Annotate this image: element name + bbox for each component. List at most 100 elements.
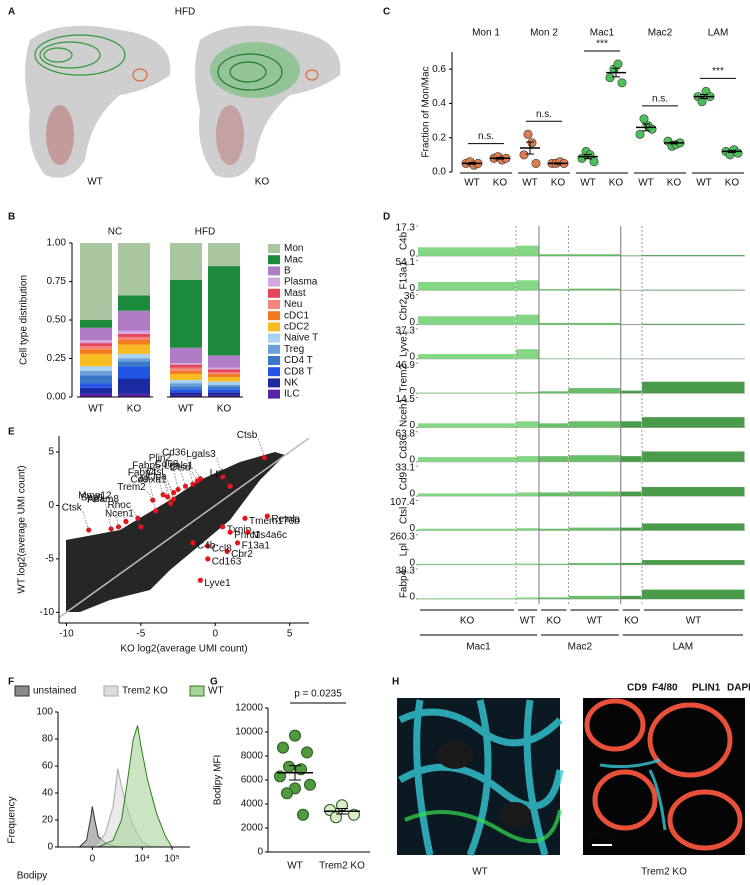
track-bar — [538, 528, 568, 531]
x-tick-label: 10⁴ — [135, 854, 150, 865]
y-tick-label: 5 — [48, 447, 54, 458]
point — [531, 158, 541, 168]
cluster-label: Mac2 — [568, 642, 593, 653]
track-bar — [568, 421, 621, 428]
legend-label: Neu — [284, 299, 302, 310]
cluster-label: LAM — [673, 642, 694, 653]
point — [639, 114, 649, 124]
bar-segment — [208, 395, 240, 397]
track-bar — [538, 322, 568, 325]
y-tick-label: 0.2 — [432, 132, 446, 143]
y-axis-title: Bodipy MFI — [213, 755, 224, 806]
panel-letter: G — [210, 677, 218, 688]
track-tick-label: 0 — [409, 420, 415, 431]
gene-label: F13a1 — [399, 261, 410, 290]
significance: n.s. — [652, 93, 668, 104]
gene-label: Fabp4 — [128, 467, 157, 478]
track-bar — [516, 314, 539, 325]
error-bar — [670, 141, 678, 145]
y-tick-label: 12000 — [235, 703, 263, 714]
bar-segment — [170, 383, 202, 387]
contour — [229, 61, 267, 83]
panel-letter: F — [8, 677, 14, 688]
bar-segment — [208, 367, 240, 370]
cell-cluster — [46, 105, 74, 165]
track-bar — [418, 247, 516, 256]
track-tick-label: 38.3 — [396, 566, 416, 577]
track-bar — [620, 595, 642, 599]
track-bar — [538, 254, 568, 256]
x-tick-label: WT — [696, 178, 712, 189]
segment-label: WT — [686, 616, 702, 627]
track-tick-label: 0 — [409, 386, 415, 397]
adipocyte — [499, 802, 531, 828]
x-axis-title: Bodipy — [17, 871, 48, 882]
leader-line — [134, 516, 142, 527]
track-bar — [620, 527, 642, 531]
bar-segment — [170, 363, 202, 365]
gene-point — [242, 515, 248, 521]
x-tick-label: WT — [88, 404, 104, 415]
bar-segment — [80, 243, 112, 320]
cell-cloud — [25, 25, 171, 178]
bar-segment — [80, 320, 112, 328]
gene-label: Cd163 — [212, 557, 242, 568]
track-bar — [538, 492, 568, 497]
bar-segment — [80, 366, 112, 371]
legend-swatch — [268, 356, 280, 365]
bar-segment — [170, 243, 202, 280]
group-title: Mac2 — [648, 28, 673, 39]
legend-label: CD8 T — [284, 366, 313, 377]
x-tick-label: KO — [493, 178, 508, 189]
track-bar — [418, 316, 516, 325]
bar-segment — [118, 361, 150, 367]
track-bar — [516, 245, 539, 256]
bar-segment — [118, 333, 150, 337]
point — [519, 150, 529, 160]
y-tick-label: 0.0 — [432, 167, 446, 178]
gene-label: Fabp5 — [132, 461, 161, 472]
track-bar — [568, 288, 621, 291]
bar-segment — [208, 392, 240, 396]
legend-swatch — [268, 255, 280, 265]
y-tick-label: 0.4 — [432, 98, 446, 109]
gene-point — [234, 540, 241, 546]
group-label: HFD — [195, 227, 216, 238]
y-tick-label: -5 — [45, 554, 54, 565]
x-tick-label: KO — [217, 404, 232, 415]
legend-label: cDC1 — [284, 310, 309, 321]
track-tick-label: 0 — [409, 283, 415, 294]
y-axis-title: WT log2(average UMI count) — [17, 465, 28, 593]
legend-label: ILC — [284, 389, 300, 400]
track-bar — [620, 562, 642, 565]
bar-segment — [118, 295, 150, 311]
gene-point — [227, 529, 233, 535]
track-bar — [568, 491, 621, 497]
gene-label: Cbr2 — [231, 549, 253, 560]
x-tick-label: 0 — [212, 629, 218, 640]
gene-label: Ctsb — [237, 430, 258, 441]
gene-label: Lyve1 — [204, 578, 231, 589]
leader-line — [156, 475, 164, 495]
legend-label: Mon — [284, 243, 303, 254]
adipocyte — [647, 702, 733, 778]
legend-label: Mast — [284, 288, 306, 299]
significance: n.s. — [536, 109, 552, 120]
gene-point — [224, 548, 230, 555]
stain — [404, 809, 562, 844]
legend-label: Trem2 KO — [122, 686, 168, 697]
y-tick-label: 0 — [48, 500, 54, 511]
error-bar — [289, 765, 301, 781]
leader-line — [179, 467, 186, 487]
bar-segment — [208, 381, 240, 385]
legend-label: CD4 T — [284, 355, 313, 366]
gene-label: Plin2 — [149, 453, 172, 464]
gene-point — [115, 524, 122, 530]
gene-label: Cd36 — [399, 434, 410, 458]
point — [647, 124, 657, 134]
significance: *** — [712, 66, 724, 77]
panel-letter: B — [8, 212, 15, 223]
x-tick-label: WT — [580, 178, 596, 189]
point — [330, 811, 342, 824]
legend-swatch — [268, 300, 280, 309]
